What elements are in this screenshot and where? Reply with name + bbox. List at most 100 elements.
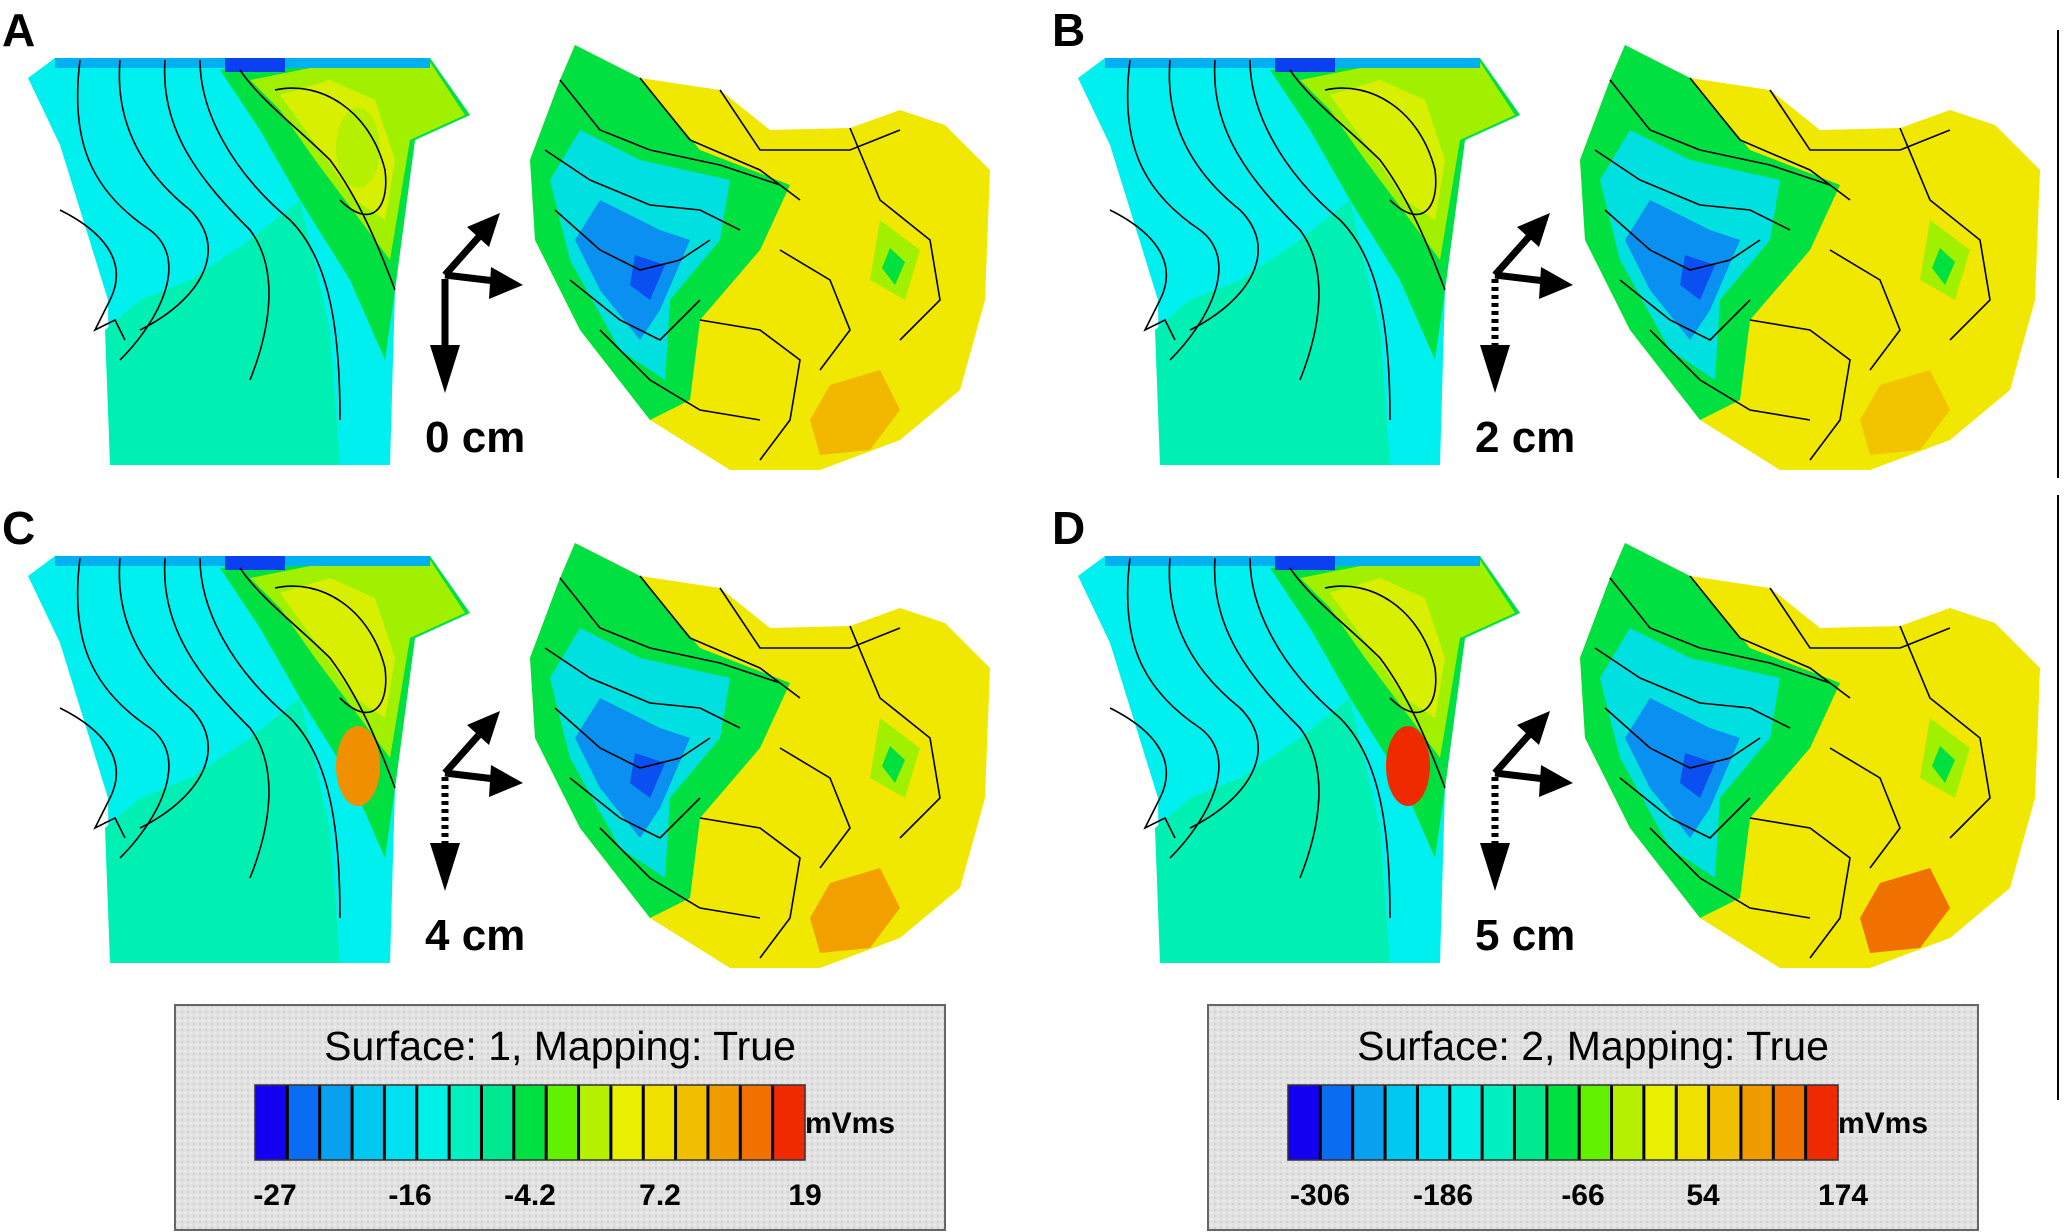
- legend-tick: -186: [1413, 1179, 1473, 1212]
- heart-secondary-minimum: [1932, 248, 1955, 285]
- orientation-arrows: [1480, 213, 1573, 393]
- orientation-arrows: [430, 711, 523, 891]
- contour-line: [559, 79, 781, 186]
- torso-peak-region: [1386, 108, 1430, 188]
- legend-tick: 7.2: [639, 1179, 681, 1212]
- colorbar: [1287, 1084, 1839, 1161]
- arrow-right-shaft: [1494, 271, 1546, 285]
- heart-secondary-minimum: [882, 248, 905, 285]
- arrow-up-head: [1517, 213, 1550, 247]
- legend-surface-1: Surface: 1, Mapping: True mVms -27 -16 -…: [174, 1004, 946, 1231]
- torso-yellow-region: [1330, 578, 1445, 718]
- colorbar-frame: [254, 1084, 806, 1161]
- contour-line: [1609, 79, 1831, 186]
- contour-line: [1689, 77, 1851, 201]
- contour-line: [1126, 557, 1220, 859]
- torso-lower-region: [105, 200, 340, 465]
- orientation-arrows: [1480, 711, 1573, 891]
- colorbar-swatch: [287, 1085, 321, 1160]
- colorbar-swatch: [1320, 1085, 1354, 1160]
- contour-line: [76, 557, 170, 859]
- colorbar-swatch: [675, 1085, 709, 1160]
- colorbar-swatch: [707, 1085, 741, 1160]
- torso-lower-region: [105, 698, 340, 963]
- arrow-up-shaft: [1492, 227, 1538, 278]
- torso-peak-region: [336, 726, 380, 806]
- contour-line: [59, 209, 126, 341]
- colorbar-swatch: [1676, 1085, 1710, 1160]
- contour-line: [569, 777, 701, 839]
- contour-line: [1324, 87, 1437, 216]
- contour-line: [1899, 127, 1991, 341]
- contour-line: [569, 279, 701, 341]
- contour-line: [1126, 59, 1220, 361]
- arrow-right-shaft: [444, 769, 496, 783]
- colorbar-frame: [1287, 1084, 1839, 1161]
- distance-label: 4 cm: [425, 911, 525, 960]
- colorbar-swatch: [1805, 1085, 1839, 1160]
- arrow-up-head: [1517, 711, 1550, 745]
- colorbar-swatch: [1514, 1085, 1548, 1160]
- contour-line: [699, 817, 801, 959]
- contour-line: [849, 625, 941, 839]
- legend-tick: -306: [1290, 1179, 1350, 1212]
- contour-line: [719, 89, 901, 151]
- colorbar-swatch: [449, 1085, 482, 1160]
- contour-line: [1769, 89, 1951, 151]
- contour-line: [779, 249, 851, 371]
- contour-line: [1609, 577, 1831, 684]
- colorbar-swatch: [1288, 1085, 1321, 1160]
- distance-label: 0 cm: [425, 413, 525, 462]
- contour-line: [1289, 567, 1446, 789]
- panel-c: C 4 cm: [2, 502, 990, 968]
- colorbar-swatch: [255, 1085, 288, 1160]
- distance-label: 5 cm: [1475, 911, 1575, 960]
- arrow-right-shaft: [444, 271, 496, 285]
- colorbar-swatch: [1579, 1085, 1613, 1160]
- colorbar-swatch: [1643, 1085, 1677, 1160]
- legend-unit: mVms: [1838, 1107, 1928, 1140]
- contour-line: [199, 557, 341, 919]
- contour-line: [1289, 69, 1446, 291]
- orientation-arrows: [430, 213, 523, 393]
- panel-letter: B: [1052, 4, 1085, 56]
- panel-letter: C: [2, 502, 35, 554]
- colorbar-swatch: [1546, 1085, 1580, 1160]
- contour-line: [1324, 585, 1437, 714]
- contour-line: [699, 319, 801, 461]
- colorbar-swatch: [1385, 1085, 1418, 1160]
- torso-top-minimum: [225, 58, 285, 72]
- contour-line: [719, 587, 901, 649]
- contour-line: [199, 59, 341, 421]
- contour-line: [239, 567, 396, 789]
- heart-surface-map: [1580, 45, 2040, 470]
- contour-line: [544, 149, 741, 231]
- panel-a: A 0 cm: [2, 4, 990, 470]
- colorbar-swatch: [578, 1085, 612, 1160]
- heart-secondary-minimum: [882, 746, 905, 783]
- contour-line: [1594, 149, 1791, 231]
- colorbar-swatch: [481, 1085, 515, 1160]
- contour-line: [1769, 587, 1951, 649]
- contour-line: [1249, 557, 1391, 919]
- arrow-down-head: [430, 345, 460, 393]
- colorbar-swatch: [1740, 1085, 1774, 1160]
- arrow-right-head: [1539, 267, 1573, 299]
- contour-line: [118, 59, 209, 331]
- legend-tick: 174: [1818, 1179, 1868, 1212]
- contour-line: [554, 707, 711, 769]
- torso-lower-region: [1155, 698, 1390, 963]
- contour-line: [1649, 827, 1811, 919]
- arrow-right-head: [489, 267, 523, 299]
- arrow-up-shaft: [442, 725, 488, 776]
- arrow-up-head: [467, 711, 500, 745]
- contour-line: [779, 747, 851, 869]
- contour-line: [849, 127, 941, 341]
- contour-line: [239, 69, 396, 291]
- colorbar-swatch: [643, 1085, 677, 1160]
- contour-line: [1109, 707, 1176, 839]
- arrow-up-shaft: [442, 227, 488, 278]
- contour-line: [544, 647, 741, 729]
- torso-surface-map: [1078, 58, 1520, 465]
